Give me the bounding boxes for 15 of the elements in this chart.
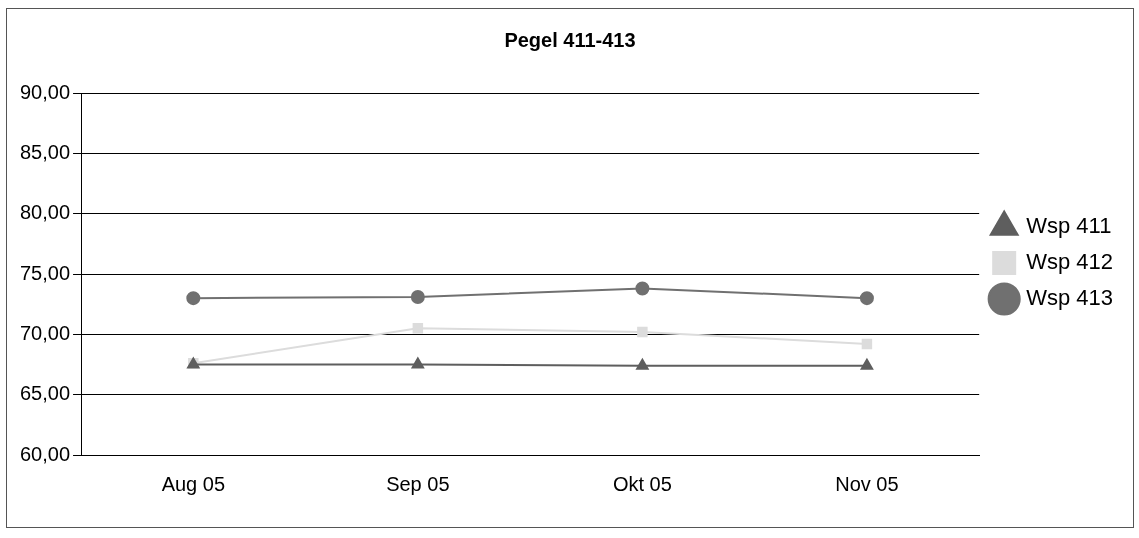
x-tick-label: Nov 05 [835,472,899,495]
legend-label: Wsp 412 [1026,249,1114,275]
y-tick-label: 90,00 [19,80,71,103]
y-tick-label: 65,00 [19,382,71,405]
y-tick-label: 75,00 [19,261,71,284]
y-tick-label: 60,00 [19,442,71,465]
y-tick-label: 70,00 [19,321,71,344]
x-tick-label: Sep 05 [386,472,450,495]
y-tick-label: 80,00 [19,201,71,224]
legend-label: Wsp 411 [1026,213,1112,239]
x-tick-label: Okt 05 [612,472,672,495]
legend-label: Wsp 413 [1026,285,1114,311]
y-tick-label: 85,00 [19,140,71,163]
chart-title: Pegel 411-413 [504,28,636,51]
x-tick-label: Aug 05 [161,472,226,495]
